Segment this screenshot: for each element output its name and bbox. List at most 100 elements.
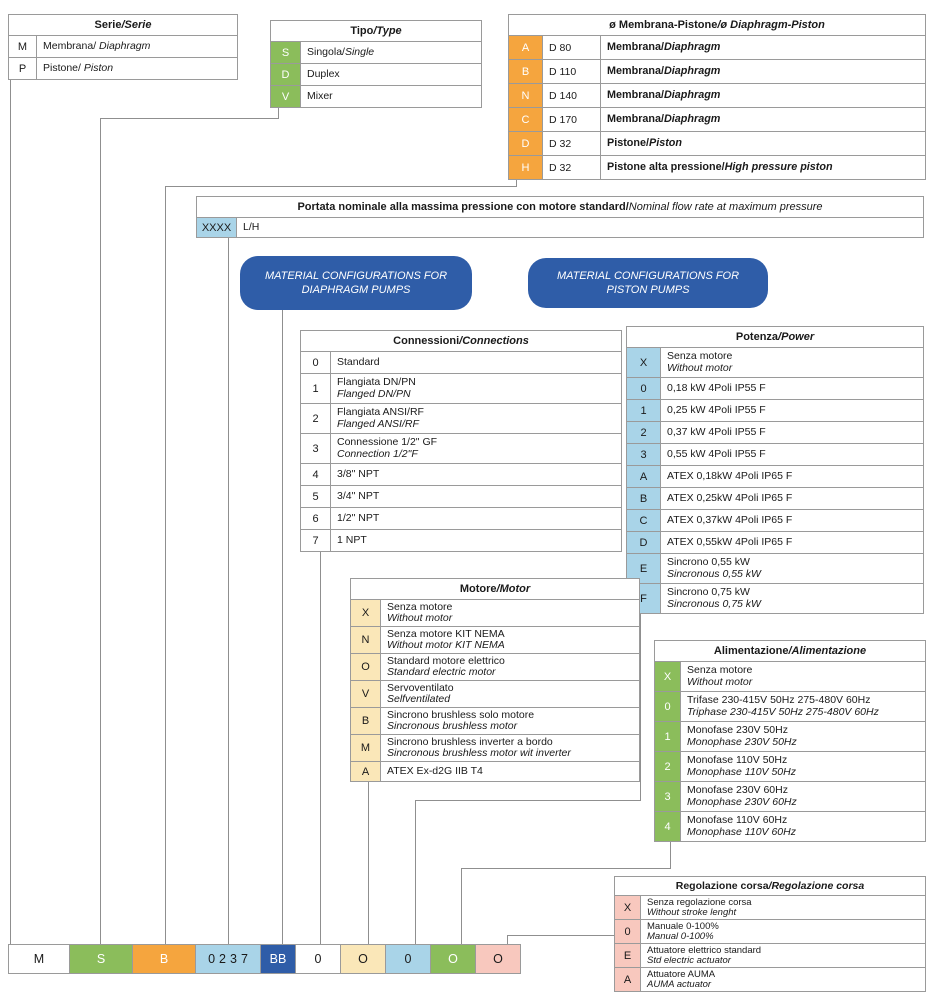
title-italian: Portata nominale alla massima pressione …	[297, 201, 629, 213]
title-english: Nominal flow rate at maximum pressure	[628, 201, 823, 213]
label-cell: Membrana/Diaphragm	[607, 64, 721, 77]
code-cell: C	[627, 510, 661, 531]
title-english: /Motor	[496, 583, 531, 595]
code-cell: 0	[655, 692, 681, 721]
table-row: A Attuatore AUMA AUMA actuator	[614, 968, 926, 992]
label-cell: Membrana/Diaphragm	[607, 88, 721, 101]
title-english: /Power	[778, 331, 815, 343]
piston-materials-callout: MATERIAL CONFIGURATIONS FOR PISTON PUMPS	[528, 258, 768, 308]
table-row: E Sincrono 0,55 kW Sincronous 0,55 kW	[626, 554, 924, 584]
connector-line-alimentazione	[461, 868, 671, 869]
label-cell: Standard	[337, 355, 380, 368]
table-row: A ATEX 0,18kW 4Poli IP65 F	[626, 466, 924, 488]
table-row: 5 3/4" NPT	[300, 486, 622, 508]
diameter-cell: D 32	[543, 132, 601, 155]
connector-line-potenza	[415, 800, 416, 945]
example-model-code-row: M S B 0237 BB 0 O 0 O O	[8, 944, 521, 974]
motor-table: Motore/Motor X Senza motore Without motor N…	[350, 578, 640, 782]
label-cell: 0,37 kW 4Poli IP55 F	[667, 425, 766, 438]
diameter-cell: D 110	[543, 60, 601, 83]
label-cell: Senza regolazione corsa Without stroke le…	[647, 896, 752, 918]
label-cell: Senza motore Without motor	[387, 600, 453, 624]
title-italian: Alimentazione	[713, 645, 789, 657]
code-cell: M	[351, 735, 381, 761]
title-english: /Connections	[459, 335, 529, 347]
table-row: 1 Monofase 230V 50Hz Monophase 230V 50Hz	[654, 722, 926, 752]
table-row: N Senza motore KIT NEMA Without motor KIT …	[350, 627, 640, 654]
code-segment-portata: 0237	[195, 944, 261, 974]
title-italian: Potenza	[735, 331, 779, 343]
table-row: C ATEX 0,37kW 4Poli IP65 F	[626, 510, 924, 532]
label-cell: 1 NPT	[337, 533, 367, 546]
label-cell: Monofase 110V 50Hz Monophase 110V 50Hz	[687, 754, 796, 778]
connector-line-membrana	[165, 186, 166, 945]
code-cell: X	[351, 600, 381, 626]
table-row: E Attuatore elettrico standard Std electri…	[614, 944, 926, 968]
connections-table: Connessioni/Connections 0 Standard 1 Flangi…	[300, 330, 622, 552]
connector-line-regolazione	[507, 935, 508, 945]
table-row: 4 3/8" NPT	[300, 464, 622, 486]
label-cell: Sincrono brushless inverter a bordo Sincr…	[387, 735, 571, 759]
table-row: O Standard motore elettrico Standard elect…	[350, 654, 640, 681]
code-segment-alimentazione: O	[430, 944, 476, 974]
code-cell: X	[655, 662, 681, 691]
motor-table-title: Motore/Motor	[350, 578, 640, 600]
table-row: M Membrana/ Diaphragm	[8, 36, 238, 58]
code-cell: XXXX	[197, 218, 237, 237]
table-row: 2 0,37 kW 4Poli IP55 F	[626, 422, 924, 444]
table-row: V Servoventilato Selfventilated	[350, 681, 640, 708]
label-cell: Membrana/Diaphragm	[607, 112, 721, 125]
label-cell: Monofase 230V 50Hz Monophase 230V 50Hz	[687, 724, 797, 748]
connector-line-materials	[282, 310, 283, 945]
diameter-table-title: ø Membrana-Pistone/ø Diaphragm-Piston	[508, 14, 926, 36]
label-cell: Servoventilato Selfventilated	[387, 681, 454, 705]
code-cell: N	[509, 84, 543, 107]
connector-line-potenza	[415, 800, 641, 801]
code-cell: 2	[301, 404, 331, 433]
label-cell: Monofase 110V 60Hz Monophase 110V 60Hz	[687, 814, 796, 838]
table-row: 0 Standard	[300, 352, 622, 374]
label-cell: Flangiata DN/PN Flanged DN/PN	[337, 376, 416, 400]
code-segment-tipo: S	[69, 944, 133, 974]
table-row: X Senza motore Without motor	[626, 348, 924, 378]
label-cell: Pistone/ Piston	[43, 61, 114, 74]
title-italian: Serie	[94, 19, 122, 31]
connector-line-serie	[10, 80, 11, 945]
table-row: 0 Trifase 230-415V 50Hz 275-480V 60Hz Trip…	[654, 692, 926, 722]
code-cell: 0	[627, 378, 661, 399]
connector-line-potenza	[640, 614, 641, 801]
code-cell: C	[509, 108, 543, 131]
title-english: /ø Diaphragm-Piston	[717, 19, 825, 31]
label-cell: Attuatore AUMA AUMA actuator	[647, 968, 716, 990]
table-row: V Mixer	[270, 86, 482, 108]
connector-line-tipo	[100, 118, 279, 119]
code-cell: 5	[301, 486, 331, 507]
code-cell: D	[627, 532, 661, 553]
label-cell: Sincrono 0,75 kW Sincronous 0,75 kW	[667, 586, 761, 610]
label-cell: Sincrono brushless solo motore Sincronous…	[387, 708, 535, 732]
code-cell: V	[271, 86, 301, 107]
code-cell: 0	[301, 352, 331, 373]
stroke-adjustment-table: Regolazione corsa/Regolazione corsa X Sen…	[614, 876, 926, 992]
code-cell: 3	[655, 782, 681, 811]
code-cell: 6	[301, 508, 331, 529]
label-cell: Pistone/Piston	[607, 136, 682, 149]
diaphragm-materials-callout: MATERIAL CONFIGURATIONS FOR DIAPHRAGM PU…	[240, 256, 472, 310]
table-row: 3 Monofase 230V 60Hz Monophase 230V 60Hz	[654, 782, 926, 812]
table-row: 4 Monofase 110V 60Hz Monophase 110V 60Hz	[654, 812, 926, 842]
connector-line-membrana	[516, 180, 517, 186]
table-row: 6 1/2" NPT	[300, 508, 622, 530]
code-cell: P	[9, 58, 37, 79]
code-cell: B	[509, 60, 543, 83]
table-row: X Senza regolazione corsa Without stroke l…	[614, 896, 926, 920]
connector-line-tipo	[100, 118, 101, 945]
label-cell: Connessione 1/2" GF Connection 1/2"F	[337, 436, 438, 460]
code-cell: V	[351, 681, 381, 707]
table-row: 3 Connessione 1/2" GF Connection 1/2"F	[300, 434, 622, 464]
code-cell: 1	[627, 400, 661, 421]
code-cell: 4	[655, 812, 681, 841]
code-segment-regolazione: O	[475, 944, 521, 974]
